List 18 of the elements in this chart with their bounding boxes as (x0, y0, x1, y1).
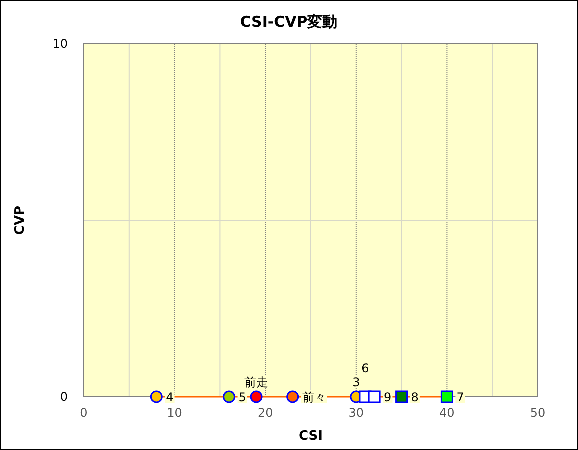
x-tick-label: 20 (258, 406, 274, 420)
annotation: 7 (456, 390, 464, 404)
annotation: 9 (384, 390, 392, 404)
x-tick-label: 10 (167, 406, 182, 420)
annotation: 5 (238, 390, 246, 404)
annotation: 6 (362, 362, 370, 376)
x-axis-title: CSI (299, 429, 323, 444)
chart-title: CSI-CVP変動 (240, 13, 338, 31)
annotation: 8 (411, 390, 419, 404)
annotation: 3 (352, 376, 360, 390)
x-tick-label: 40 (440, 406, 455, 420)
x-tick-label: 30 (348, 406, 364, 420)
annotation: 前々 (302, 390, 326, 404)
y-axis-title: CVP (13, 206, 28, 236)
x-tick-label: 0 (80, 406, 88, 420)
annotation: 前走 (244, 376, 269, 390)
x-tick-label: 50 (530, 406, 546, 420)
annotation: 4 (166, 390, 174, 404)
